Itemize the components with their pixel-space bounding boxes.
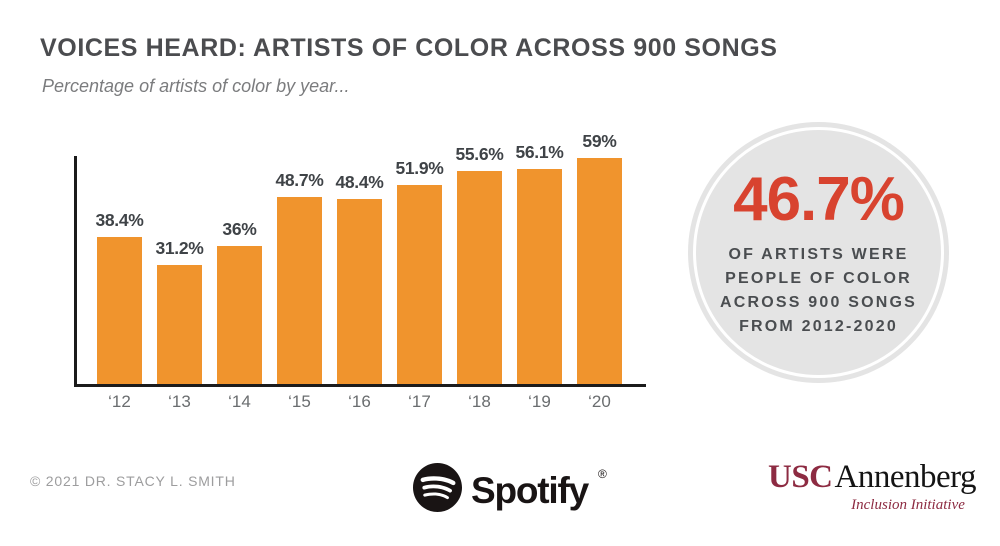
page-title: VOICES HEARD: ARTISTS OF COLOR ACROSS 90… (40, 34, 778, 62)
x-axis-line (74, 384, 646, 387)
bar (397, 185, 442, 384)
stat-circle: 46.7% OF ARTISTS WERE PEOPLE OF COLOR AC… (688, 122, 949, 383)
bar-value-label: 51.9% (395, 158, 444, 179)
x-axis-tick-label: ‘12 (108, 392, 131, 411)
bar (457, 171, 502, 384)
bar-column: 48.7% (275, 170, 324, 384)
usc-annenberg-logo: USCAnnenberg Inclusion Initiative (768, 459, 977, 514)
stat-description: OF ARTISTS WERE PEOPLE OF COLOR ACROSS 9… (719, 245, 918, 335)
bar-value-label: 48.4% (335, 171, 384, 192)
inclusion-initiative-tagline: Inclusion Initiative (851, 497, 965, 513)
stat-value: 46.7% (733, 164, 905, 234)
bar (337, 198, 382, 384)
page-subtitle: Percentage of artists of color by year..… (42, 76, 350, 96)
bar (277, 197, 322, 384)
x-axis-tick-label: ‘19 (528, 392, 551, 411)
bar-column: 48.4% (335, 171, 384, 384)
spotify-icon (413, 463, 462, 517)
bar-column: 31.2% (155, 237, 204, 384)
usc-annenberg-wordmark: USCAnnenberg (768, 459, 977, 495)
bar-column: 56.1% (515, 142, 564, 384)
bar (157, 264, 202, 384)
bar-column: 55.6% (455, 144, 504, 384)
bar-column: 51.9% (395, 158, 444, 384)
bar (217, 246, 262, 384)
copyright-text: © 2021 DR. STACY L. SMITH (30, 473, 236, 489)
bar-column: 59% (577, 131, 622, 384)
bar (517, 169, 562, 384)
bar-value-label: 59% (582, 131, 617, 152)
registered-trademark-mark: ® (597, 467, 607, 481)
bar-value-label: 31.2% (155, 237, 204, 258)
annenberg-wordmark: Annenberg (834, 459, 977, 495)
x-axis-tick-label: ‘15 (288, 392, 311, 411)
y-axis-line (74, 156, 77, 386)
x-axis-tick-label: ‘18 (468, 392, 491, 411)
bar (577, 158, 622, 384)
bar-value-label: 56.1% (515, 142, 564, 163)
x-axis-tick-label: ‘16 (348, 392, 371, 411)
x-axis-tick-label: ‘20 (588, 392, 611, 411)
usc-wordmark: USC (768, 459, 833, 495)
bar-value-label: 48.7% (275, 170, 324, 191)
bar-value-label: 36% (222, 219, 257, 240)
bar-column: 38.4% (95, 209, 144, 384)
bar-value-label: 55.6% (455, 144, 504, 165)
spotify-logo: Spotify ® (413, 463, 607, 517)
bar-column: 36% (217, 219, 262, 384)
x-axis-tick-label: ‘17 (408, 392, 431, 411)
bar-value-label: 38.4% (95, 209, 144, 230)
x-axis-tick-label: ‘13 (168, 392, 191, 411)
bars: 38.4% 31.2% 36% 48.7% 48.4% 51.9% 55.6% 56.1% 59… (95, 131, 622, 384)
x-axis-tick-label: ‘14 (228, 392, 251, 411)
spotify-wordmark: Spotify (471, 469, 589, 511)
bar (97, 236, 142, 384)
x-axis-labels: ‘12 ‘13 ‘14 ‘15 ‘16 ‘17 ‘18 ‘19 ‘20 (97, 392, 622, 412)
